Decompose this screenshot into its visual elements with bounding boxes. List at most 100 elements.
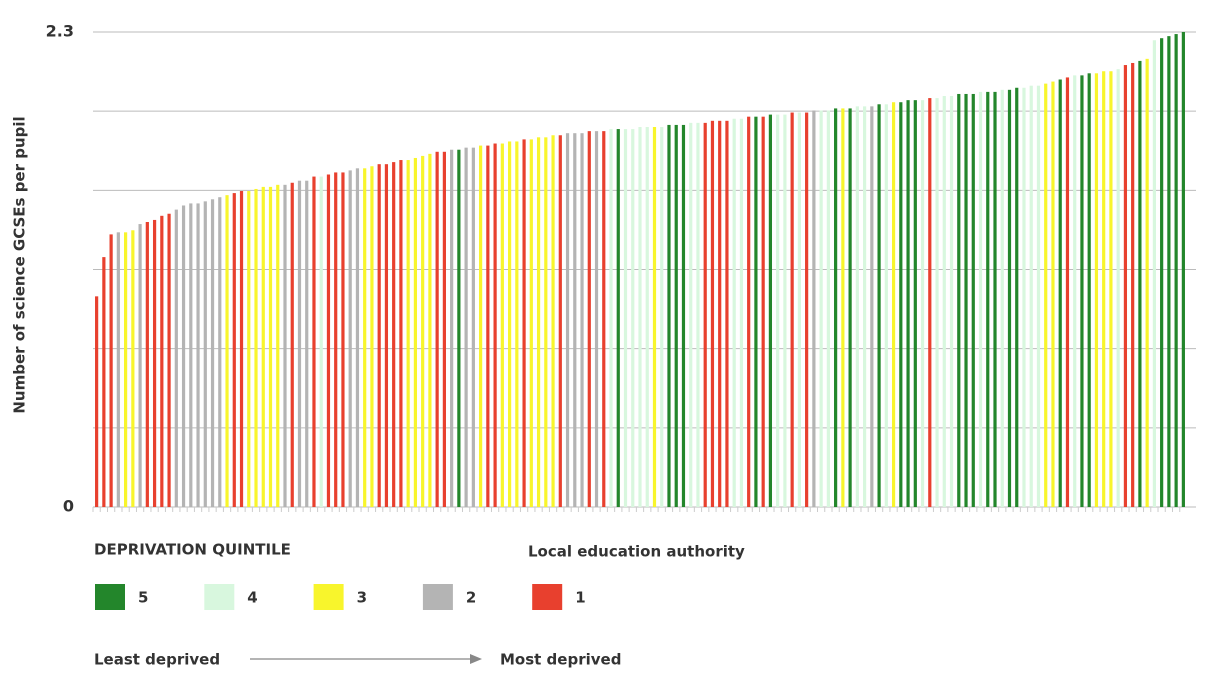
bar bbox=[196, 203, 200, 508]
bar bbox=[616, 129, 620, 507]
bar bbox=[660, 127, 664, 507]
bar bbox=[1015, 87, 1019, 508]
bar bbox=[877, 104, 881, 508]
bar bbox=[674, 124, 678, 507]
bar bbox=[421, 155, 425, 508]
bar bbox=[710, 120, 715, 507]
bar bbox=[971, 93, 975, 508]
bar bbox=[920, 100, 925, 508]
bar bbox=[696, 122, 700, 507]
bar bbox=[377, 164, 381, 507]
bar bbox=[392, 162, 396, 507]
legend-swatch bbox=[95, 584, 125, 610]
bar bbox=[464, 147, 468, 508]
bar bbox=[239, 191, 244, 508]
bar bbox=[326, 174, 331, 507]
bar bbox=[225, 195, 229, 508]
bar bbox=[899, 102, 903, 507]
bar bbox=[363, 168, 367, 507]
bar bbox=[1073, 75, 1077, 507]
bar bbox=[1065, 77, 1070, 507]
bar bbox=[1160, 38, 1164, 508]
bar bbox=[551, 135, 555, 507]
bar bbox=[529, 139, 533, 508]
legend-label: 4 bbox=[247, 589, 257, 607]
bar bbox=[580, 133, 584, 507]
bar bbox=[442, 151, 446, 508]
bar bbox=[500, 143, 504, 508]
bar bbox=[1181, 32, 1185, 507]
bar bbox=[471, 147, 475, 508]
bar bbox=[797, 112, 801, 507]
bar bbox=[855, 106, 859, 507]
bar bbox=[891, 102, 896, 507]
bar bbox=[906, 100, 910, 508]
bar bbox=[254, 188, 258, 507]
bar bbox=[109, 234, 113, 508]
bar bbox=[1022, 87, 1026, 508]
bar bbox=[1167, 36, 1171, 508]
bar bbox=[812, 110, 816, 507]
bar bbox=[768, 114, 773, 507]
bar bbox=[1116, 69, 1120, 507]
bar bbox=[167, 213, 171, 507]
bar bbox=[218, 197, 222, 507]
bar bbox=[450, 149, 454, 507]
bar bbox=[515, 141, 519, 507]
bar bbox=[522, 139, 526, 508]
arrow-label: Most deprived bbox=[500, 651, 621, 669]
bar bbox=[174, 209, 178, 507]
bar bbox=[348, 170, 352, 507]
bar bbox=[384, 164, 389, 507]
bar bbox=[573, 133, 577, 507]
bar bbox=[602, 131, 606, 507]
bar bbox=[776, 114, 780, 507]
bar bbox=[210, 199, 215, 508]
bar bbox=[761, 116, 765, 507]
bar bbox=[435, 151, 439, 508]
bar bbox=[834, 108, 838, 508]
bar bbox=[507, 141, 512, 507]
bar bbox=[609, 129, 613, 507]
bar bbox=[138, 224, 142, 507]
bar bbox=[1029, 85, 1033, 508]
bar bbox=[594, 131, 599, 507]
legend-label: 2 bbox=[466, 589, 476, 607]
bar bbox=[862, 106, 867, 507]
bar bbox=[645, 127, 649, 507]
bar bbox=[486, 145, 490, 507]
bar bbox=[623, 129, 628, 507]
bar bbox=[102, 257, 106, 507]
bar bbox=[203, 201, 207, 507]
bar bbox=[1044, 83, 1048, 507]
legend-swatch bbox=[422, 584, 453, 610]
legend-title: DEPRIVATION QUINTILE bbox=[94, 541, 291, 559]
legend-label: 5 bbox=[138, 589, 148, 607]
bar bbox=[283, 184, 287, 507]
bar bbox=[935, 98, 939, 507]
y-axis-label: Number of science GCSEs per pupil bbox=[11, 116, 29, 413]
bar bbox=[1131, 62, 1135, 507]
bar bbox=[587, 131, 591, 507]
bar bbox=[1080, 75, 1084, 507]
bar bbox=[1152, 40, 1156, 508]
annotation: Local education authority bbox=[528, 543, 745, 561]
bar bbox=[841, 108, 845, 508]
bar bbox=[928, 98, 932, 507]
bar bbox=[95, 296, 99, 507]
bar bbox=[1058, 79, 1062, 507]
bar bbox=[848, 108, 852, 508]
y-tick-label: 0 bbox=[63, 497, 74, 516]
bar bbox=[232, 193, 236, 507]
bar bbox=[631, 129, 635, 507]
bar bbox=[370, 166, 374, 507]
bar bbox=[805, 112, 809, 507]
bar bbox=[1087, 73, 1091, 507]
bar bbox=[544, 137, 548, 507]
bar bbox=[1138, 60, 1142, 507]
bar bbox=[754, 116, 758, 507]
bar bbox=[790, 112, 794, 507]
bar bbox=[276, 184, 280, 507]
bar bbox=[131, 230, 135, 507]
